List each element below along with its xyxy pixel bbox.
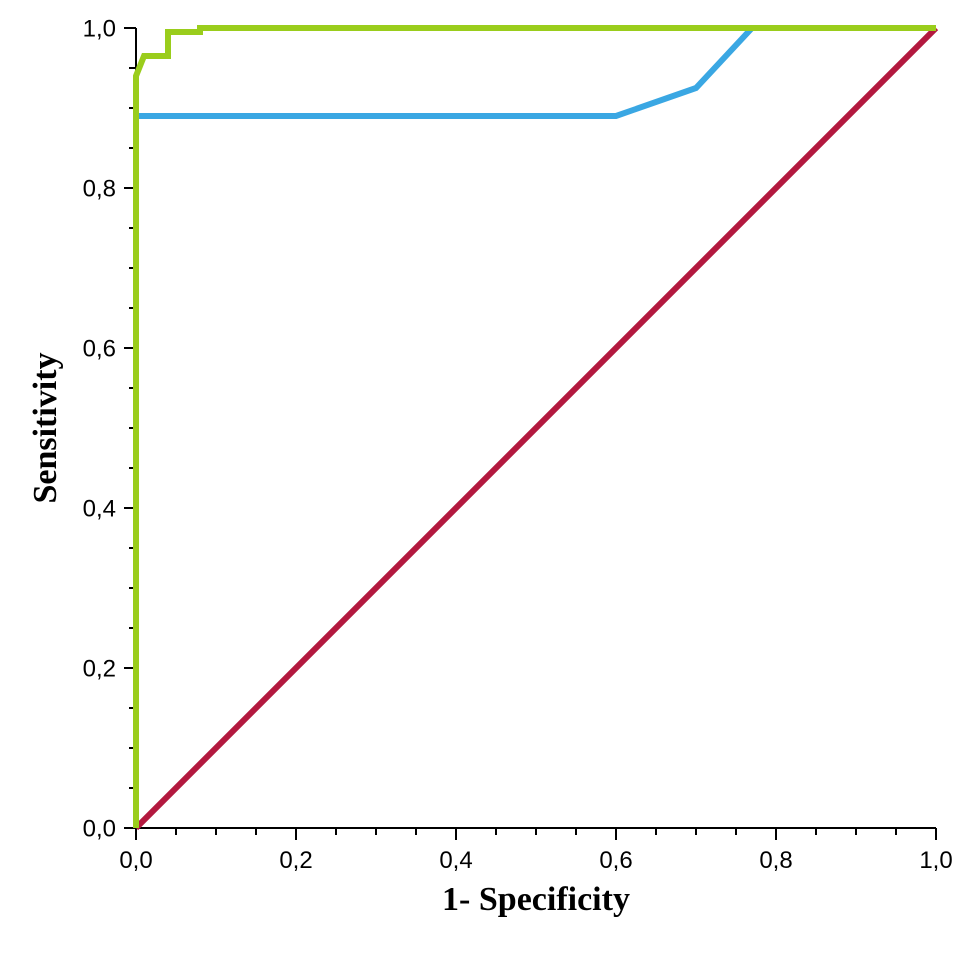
x-tick-label: 0,8: [759, 847, 792, 874]
x-tick-label: 0,4: [439, 847, 472, 874]
roc-chart: 0,0 0,2 0,4 0,6 0,8 1,0 0,0 0,2 0,4 0,6 0,8 1,0 1- S…: [0, 0, 969, 962]
y-tick-label: 0,8: [83, 175, 116, 202]
x-tick-label: 0,2: [279, 847, 312, 874]
y-axis-title: Sensitivity: [27, 352, 64, 503]
y-tick-label: 0,0: [83, 815, 116, 842]
x-tick-label: 1,0: [919, 847, 952, 874]
y-tick-label: 0,2: [83, 655, 116, 682]
y-tick-label: 1,0: [83, 15, 116, 42]
y-tick-label: 0,4: [83, 495, 116, 522]
x-tick-label: 0,6: [599, 847, 632, 874]
x-tick-label: 0,0: [119, 847, 152, 874]
y-tick-label: 0,6: [83, 335, 116, 362]
chart-svg: 0,0 0,2 0,4 0,6 0,8 1,0 0,0 0,2 0,4 0,6 0,8 1,0 1- S…: [0, 0, 969, 962]
x-axis-title: 1- Specificity: [442, 881, 630, 918]
